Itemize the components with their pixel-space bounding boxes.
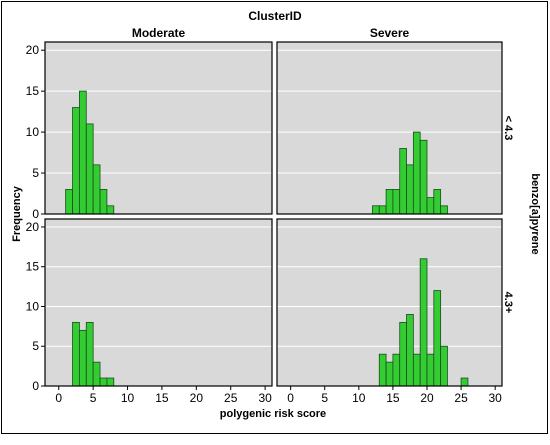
panel-moderate-low-bar	[92, 164, 101, 215]
y-tick-label: 0	[32, 207, 39, 221]
x-axis-label: polygenic risk score	[220, 408, 326, 420]
x-tick-label: 20	[190, 391, 204, 405]
panel-severe-high-bar	[433, 290, 442, 387]
y-axis-label: Frequency	[11, 185, 23, 242]
panel-moderate-low-bar	[78, 90, 87, 215]
panel-moderate-high-bar	[78, 329, 87, 387]
y-tick-label: 0	[32, 379, 39, 393]
panel-moderate-low-bar	[99, 189, 108, 215]
panel-severe-high-bar	[399, 321, 407, 387]
panel-severe-high-bar	[460, 377, 469, 387]
panel-severe-high-bar	[385, 361, 394, 387]
panel-moderate-low-bar	[65, 189, 73, 215]
x-tick-label: 15	[386, 391, 400, 405]
row-header-0: < 4.3	[502, 116, 514, 141]
y-tick-label: 20	[26, 43, 40, 57]
x-tick-label: 15	[155, 391, 169, 405]
panel-severe-high-bar	[440, 345, 448, 387]
x-tick-label: 10	[352, 391, 366, 405]
x-tick-label: 5	[321, 391, 328, 405]
panel-moderate-high-bar	[72, 321, 80, 387]
x-tick-label: 0	[287, 391, 294, 405]
panel-severe-high-bar	[406, 314, 414, 387]
panel-moderate-low-border	[44, 41, 273, 215]
panel-severe-low-bar	[433, 189, 442, 215]
panel-moderate-high-bar	[99, 377, 108, 387]
row-header-1: 4.3+	[502, 292, 514, 314]
outer-frame	[1, 1, 548, 434]
y-tick-label: 5	[32, 339, 39, 353]
y-tick-label: 15	[26, 260, 40, 274]
y-tick-label: 10	[26, 125, 40, 139]
x-tick-label: 5	[90, 391, 97, 405]
panel-severe-low-bar	[412, 131, 421, 215]
x-tick-label: 30	[258, 391, 272, 405]
x-tick-label: 25	[454, 391, 468, 405]
panel-severe-low-bar	[440, 205, 448, 215]
panel-severe-high-bar	[426, 353, 435, 387]
panel-moderate-low-bar	[85, 123, 94, 215]
panel-moderate-high-bar	[106, 377, 115, 387]
y-tick-label: 10	[26, 299, 40, 313]
panel-severe-high-background	[277, 219, 502, 386]
panel-moderate-high-border	[44, 218, 273, 387]
panel-severe-low-background	[277, 42, 502, 214]
panel-severe-high-bar	[378, 353, 387, 387]
panel-severe-low-bar	[399, 148, 407, 215]
y-tick-label: 5	[32, 166, 39, 180]
column-header-severe: Severe	[370, 26, 410, 40]
x-tick-label: 25	[224, 391, 238, 405]
column-header-moderate: Moderate	[132, 26, 186, 40]
panel-severe-high-border	[276, 218, 503, 387]
panel-severe-high-bar	[419, 258, 428, 387]
panel-severe-high-bar	[412, 353, 421, 387]
row-variable-label: benzo[a]pyrene	[529, 173, 541, 254]
panel-severe-low-bar	[419, 139, 428, 215]
panel-moderate-high-bar	[92, 361, 101, 387]
chart-title: ClusterID	[248, 9, 302, 23]
panel-moderate-high-bar	[85, 321, 94, 387]
panel-severe-low-bar	[385, 189, 394, 215]
panel-severe-low-bar	[372, 205, 380, 215]
panel-moderate-low-bar	[106, 205, 115, 215]
x-tick-label: 0	[55, 391, 62, 405]
x-tick-label: 20	[420, 391, 434, 405]
x-tick-label: 10	[121, 391, 135, 405]
panel-severe-low-border	[276, 41, 503, 215]
panel-severe-low-bar	[406, 164, 414, 215]
panel-severe-low-bar	[426, 197, 435, 215]
y-tick-label: 15	[26, 84, 40, 98]
x-tick-label: 30	[489, 391, 503, 405]
panel-severe-high-bar	[392, 353, 401, 387]
panel-severe-low-bar	[378, 205, 387, 215]
panel-severe-low-bar	[392, 189, 401, 215]
y-tick-label: 20	[26, 220, 40, 234]
panel-moderate-low-bar	[72, 107, 80, 215]
